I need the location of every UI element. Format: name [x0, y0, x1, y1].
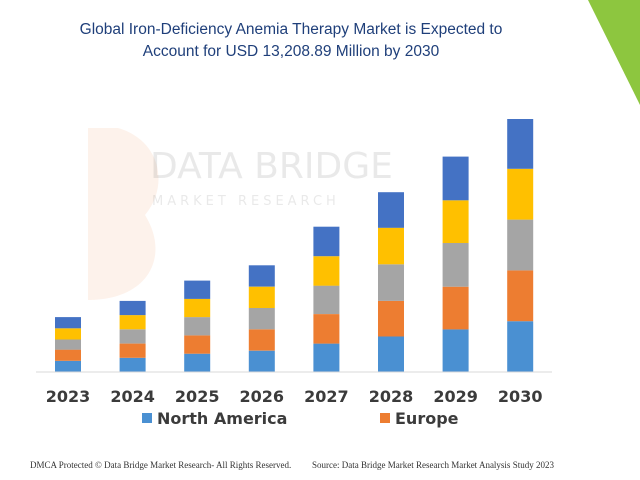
bar-2027-segment-2 [313, 314, 340, 344]
bar-2025-segment-3 [184, 317, 211, 336]
bar-2027-segment-4 [313, 256, 340, 286]
bar-2024-segment-1 [119, 357, 146, 372]
bar-2023-segment-1 [55, 360, 81, 372]
bar-2023-segment-3 [55, 339, 81, 350]
chart-title-line-1: Global Iron-Deficiency Anemia Therapy Ma… [80, 21, 503, 38]
bar-2025-segment-1 [184, 353, 211, 372]
x-tick-label-2023: 2023 [46, 387, 91, 406]
watermark-line1: DATA BRIDGE [150, 146, 393, 187]
footer-source: Source: Data Bridge Market Research Mark… [312, 460, 554, 470]
x-tick-label-2027: 2027 [304, 387, 349, 406]
bar-2029-segment-2 [442, 286, 469, 330]
chart-title-line-2: Account for USD 13,208.89 Million by 203… [143, 43, 440, 60]
bar-2028-segment-5 [378, 192, 404, 228]
bar-2027-segment-5 [313, 226, 340, 257]
legend-swatch-europe [380, 413, 390, 423]
bar-2027-segment-3 [313, 285, 340, 314]
bar-2028-segment-3 [378, 264, 404, 301]
bar-2028-segment-4 [378, 227, 404, 265]
bar-2023-segment-5 [55, 317, 81, 329]
legend-label-north-america: North America [157, 409, 287, 428]
watermark-line2: MARKET RESEARCH [152, 194, 340, 209]
bar-2028-segment-2 [378, 300, 404, 337]
bar-2030-segment-4 [507, 168, 534, 220]
x-tick-label-2030: 2030 [498, 387, 543, 406]
bar-2026-segment-5 [248, 265, 275, 287]
bar-2025-segment-4 [184, 298, 211, 318]
bar-2025-segment-2 [184, 335, 211, 354]
legend-swatch-north-america [142, 413, 152, 423]
bar-2026-segment-3 [248, 308, 275, 330]
x-tick-label-2026: 2026 [240, 387, 285, 406]
bar-2029-segment-4 [442, 200, 469, 243]
bar-2029-segment-5 [442, 156, 469, 201]
bar-2026-segment-2 [248, 329, 275, 351]
x-tick-label-2024: 2024 [110, 387, 155, 406]
bar-2024-segment-4 [119, 315, 146, 330]
bar-2024-segment-5 [119, 300, 146, 316]
bar-2030-segment-2 [507, 270, 534, 322]
x-tick-labels: 2023 2024 2025 2026 2027 2028 2029 2030 [46, 387, 543, 406]
footer-copyright: DMCA Protected © Data Bridge Market Rese… [30, 460, 291, 470]
bar-2026-segment-4 [248, 286, 275, 308]
bar-2024-segment-2 [119, 343, 146, 358]
legend-label-europe: Europe [395, 409, 459, 428]
x-tick-label-2025: 2025 [175, 387, 220, 406]
legend: North America Europe [142, 409, 459, 428]
watermark-logo-icon [88, 128, 159, 300]
bar-2026-segment-1 [248, 350, 275, 372]
bar-2030-segment-3 [507, 219, 534, 271]
x-tick-label-2029: 2029 [433, 387, 478, 406]
bar-2028-segment-1 [378, 336, 404, 372]
bar-2023-segment-4 [55, 328, 81, 340]
bar-2025-segment-5 [184, 280, 211, 299]
x-tick-label-2028: 2028 [369, 387, 414, 406]
watermark: DATA BRIDGE MARKET RESEARCH [88, 128, 393, 300]
bar-2023-segment-2 [55, 349, 81, 361]
bar-2029-segment-1 [442, 329, 469, 372]
bar-2030-segment-5 [507, 119, 534, 169]
bar-2024-segment-3 [119, 329, 146, 344]
bar-2030-segment-1 [507, 321, 534, 372]
bar-2027-segment-1 [313, 343, 340, 372]
bar-2029-segment-3 [442, 243, 469, 287]
corner-decoration [588, 0, 640, 105]
bars-group [55, 119, 534, 372]
